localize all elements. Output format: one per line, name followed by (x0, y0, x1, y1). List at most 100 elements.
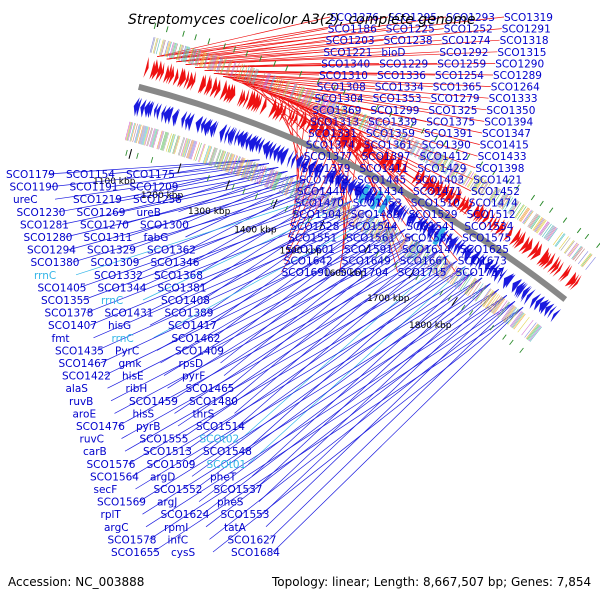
gene-label[interactable]: SCO1311 (84, 232, 133, 244)
gene-label[interactable]: SCO1433 (478, 151, 527, 163)
gene-label[interactable]: SCO1537 (214, 484, 263, 496)
gene-label[interactable]: SCO1661 (400, 256, 449, 268)
gene-label[interactable]: SCO1179 (6, 169, 55, 181)
gene-label[interactable]: SCO1737 (456, 267, 505, 279)
gene-label[interactable]: SCO1365 (433, 82, 482, 94)
gene-label[interactable]: SCO1575 (462, 232, 511, 244)
gene-label[interactable]: bioD (381, 47, 405, 59)
gene-label[interactable]: SCO1294 (27, 245, 76, 257)
gene-label[interactable]: SCO1300 (140, 219, 189, 231)
gene-label[interactable]: SCO1270 (80, 219, 129, 231)
gene-label[interactable]: pyrB (136, 421, 160, 433)
gene-label[interactable]: SCO1362 (147, 245, 196, 257)
rrna-label[interactable]: rrnC (112, 333, 134, 345)
gene-label[interactable]: SCO1421 (473, 174, 522, 186)
gene-label[interactable]: SCO1221 (323, 47, 372, 59)
gene-label[interactable]: SCO1649 (342, 256, 391, 268)
gene-label[interactable]: SCO1340 (321, 58, 370, 70)
gene-label[interactable]: SCO1276 (330, 12, 379, 24)
gene-label[interactable]: SCO1252 (444, 24, 493, 36)
gene-label[interactable]: SCO1627 (228, 534, 277, 546)
gene-label[interactable]: SCO1544 (348, 221, 397, 233)
gene-label[interactable]: cysS (171, 547, 195, 559)
gene-label[interactable]: SCO1313 (310, 116, 359, 128)
gene-label[interactable]: SCO1625 (460, 244, 509, 256)
gene-label[interactable]: SCO1333 (489, 93, 538, 105)
gene-label[interactable]: SCO1514 (196, 421, 245, 433)
gene-label[interactable]: SCO1510 (411, 198, 460, 210)
gene-label[interactable]: SCO1704 (340, 267, 389, 279)
gene-label[interactable]: SCO1254 (435, 70, 484, 82)
gene-label[interactable]: SCO1336 (377, 70, 426, 82)
gene-label[interactable]: SCO1209 (130, 182, 179, 194)
rrna-label[interactable]: rrnC (34, 270, 56, 282)
gene-label[interactable]: SCO1361 (364, 140, 413, 152)
gene-label[interactable]: SCO1259 (437, 58, 486, 70)
gene-label[interactable]: SCO1318 (500, 35, 549, 47)
gene-label[interactable]: SCO1186 (328, 24, 377, 36)
gene-label[interactable]: SCO1391 (424, 128, 473, 140)
gene-label[interactable]: SCO1480 (189, 396, 238, 408)
gene-label[interactable]: SCO1624 (161, 509, 210, 521)
gene-label[interactable]: SCO1474 (469, 198, 518, 210)
gene-label[interactable]: SCO1431 (105, 308, 154, 320)
gene-label[interactable]: hisE (122, 371, 144, 383)
gene-label[interactable]: carB (83, 446, 107, 458)
gene-label[interactable]: fabG (144, 232, 169, 244)
gene-label[interactable]: SCO1375 (426, 116, 475, 128)
gene-label[interactable]: SCO1191 (70, 182, 119, 194)
gene-label[interactable]: SCO1642 (284, 256, 333, 268)
gene-label[interactable]: SCO1444 (297, 186, 346, 198)
gene-label[interactable]: SCO1528 (290, 221, 339, 233)
gene-label[interactable]: SCO1584 (404, 232, 453, 244)
gene-label[interactable]: SCO1398 (475, 163, 524, 175)
gene-label[interactable]: SCO1407 (48, 320, 97, 332)
gene-label[interactable]: SCO1569 (97, 497, 146, 509)
gene-label[interactable]: SCO1347 (482, 128, 531, 140)
gene-label[interactable]: SCO1476 (76, 421, 125, 433)
gene-label[interactable]: SCO1368 (154, 270, 203, 282)
gene-label[interactable]: SCO1325 (428, 105, 477, 117)
gene-label[interactable]: SCO1467 (59, 358, 108, 370)
gene-label[interactable]: SCO1238 (384, 35, 433, 47)
gene-label[interactable]: SCO1601 (286, 244, 335, 256)
gene-label[interactable]: SCO1576 (87, 459, 136, 471)
gene-label[interactable]: SCO1408 (161, 295, 210, 307)
gene-label[interactable]: SCO1281 (20, 219, 69, 231)
gene-label[interactable]: SCO1190 (10, 182, 59, 194)
gene-label[interactable]: SCO1274 (442, 35, 491, 47)
rrna-label[interactable]: SCOt02 (200, 434, 240, 446)
gene-label[interactable]: ruvB (69, 396, 93, 408)
gene-label[interactable]: gmk (119, 358, 143, 370)
gene-label[interactable]: SCO1452 (471, 186, 520, 198)
gene-label[interactable]: SCO1655 (111, 547, 160, 559)
gene-label[interactable]: SCO1304 (315, 93, 364, 105)
gene-label[interactable]: rpmI (164, 522, 188, 534)
gene-label[interactable]: SCO1555 (140, 434, 189, 446)
gene-label[interactable]: ureC (13, 194, 38, 206)
gene-label[interactable]: SCO1470 (295, 198, 344, 210)
gene-label[interactable]: SCO1551 (288, 232, 337, 244)
gene-label[interactable]: SCO1529 (409, 209, 458, 221)
gene-label[interactable]: SCO1561 (346, 232, 395, 244)
gene-label[interactable]: SCO1509 (147, 459, 196, 471)
gene-label[interactable]: SCO1459 (129, 396, 178, 408)
gene-label[interactable]: SCO1289 (493, 70, 542, 82)
gene-label[interactable]: infC (168, 534, 189, 546)
gene-label[interactable]: SCO1412 (420, 151, 469, 163)
gene-label[interactable]: SCO1369 (312, 105, 361, 117)
gene-label[interactable]: SCO1411 (359, 163, 408, 175)
gene-label[interactable]: SCO1339 (368, 116, 417, 128)
gene-label[interactable]: SCO1409 (175, 345, 224, 357)
gene-label[interactable]: SCO1229 (379, 58, 428, 70)
gene-label[interactable]: SCO1534 (464, 221, 513, 233)
gene-label[interactable]: SCO1591 (344, 244, 393, 256)
gene-label[interactable]: ribH (126, 383, 148, 395)
gene-label[interactable]: pheS (217, 497, 244, 509)
gene-label[interactable]: argC (104, 522, 129, 534)
gene-label[interactable]: SCO1397 (362, 151, 411, 163)
gene-label[interactable]: SCO1290 (495, 58, 544, 70)
gene-label[interactable]: SCO1381 (158, 282, 207, 294)
gene-label[interactable]: SCO1175 (126, 169, 175, 181)
